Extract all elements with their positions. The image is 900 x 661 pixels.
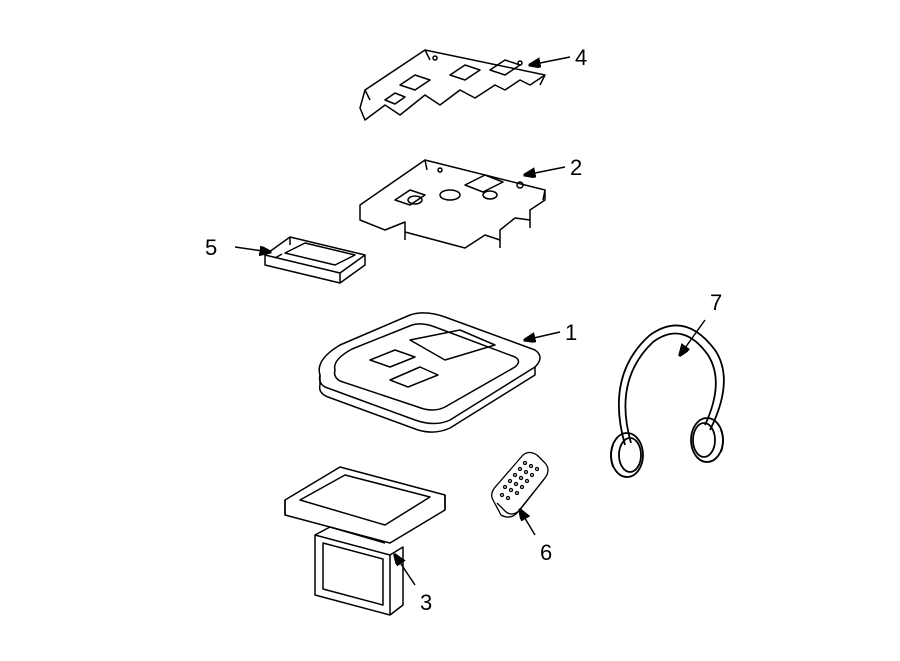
ref-number-7: 7 [710, 290, 722, 316]
ref-number-5: 5 [205, 235, 217, 261]
leader-lines [0, 0, 900, 661]
ref-number-6: 6 [540, 540, 552, 566]
ref-number-3: 3 [420, 590, 432, 616]
ref-number-2: 2 [570, 155, 582, 181]
ref-number-4: 4 [575, 45, 587, 71]
ref-number-1: 1 [565, 320, 577, 346]
parts-diagram-canvas: 1 2 3 4 5 6 7 [0, 0, 900, 661]
